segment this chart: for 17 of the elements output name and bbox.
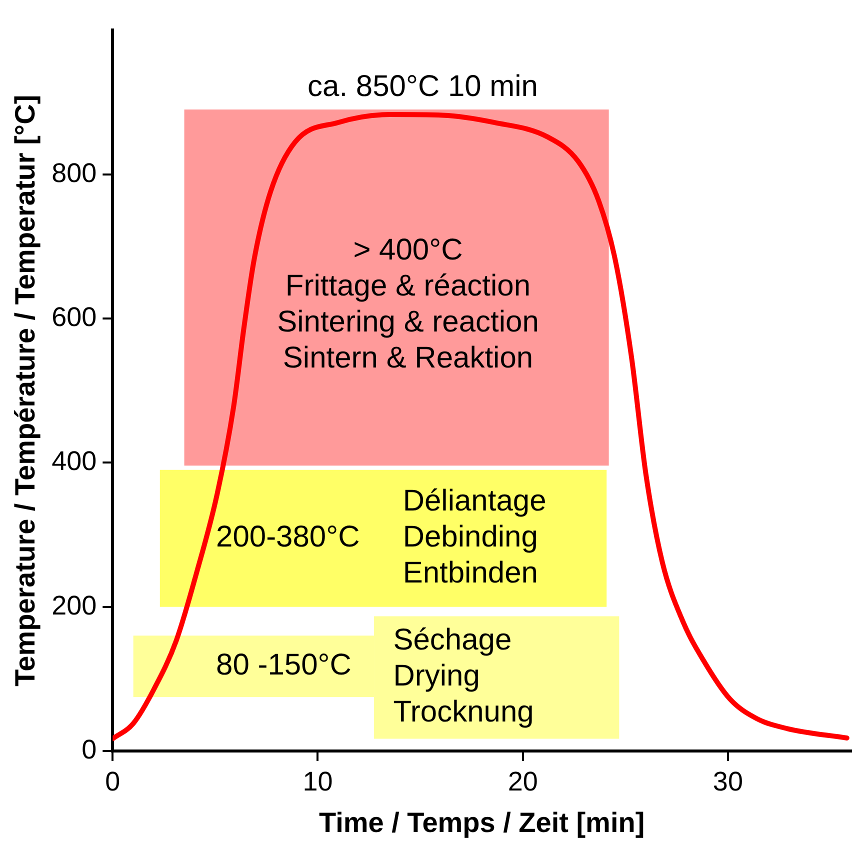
x-tick-label: 10	[302, 766, 333, 797]
y-tick-label: 800	[52, 158, 97, 188]
y-tick-label: 200	[52, 590, 97, 620]
band-label: 200-380°C	[216, 520, 360, 554]
annotation: Déliantage Debinding Entbinden	[402, 484, 546, 590]
x-tick-label: 0	[105, 766, 120, 797]
band-label: 80 -150°C	[216, 648, 352, 682]
band-label: > 400°C Frittage & réaction Sintering & reaction Sintern & Reaktion	[277, 234, 539, 375]
y-axis-title: Temperature / Température / Temperatur [°C]	[10, 94, 41, 686]
band-label: Séchage Drying Trocknung	[393, 624, 534, 729]
y-tick-label: 0	[82, 734, 97, 764]
x-axis-title: Time / Temps / Zeit [min]	[318, 806, 645, 838]
annotation: ca. 850°C 10 min	[308, 70, 538, 103]
x-tick-label: 20	[508, 766, 538, 797]
y-tick-label: 600	[52, 302, 97, 332]
x-tick-label: 30	[712, 766, 743, 797]
y-tick-label: 400	[52, 446, 97, 476]
